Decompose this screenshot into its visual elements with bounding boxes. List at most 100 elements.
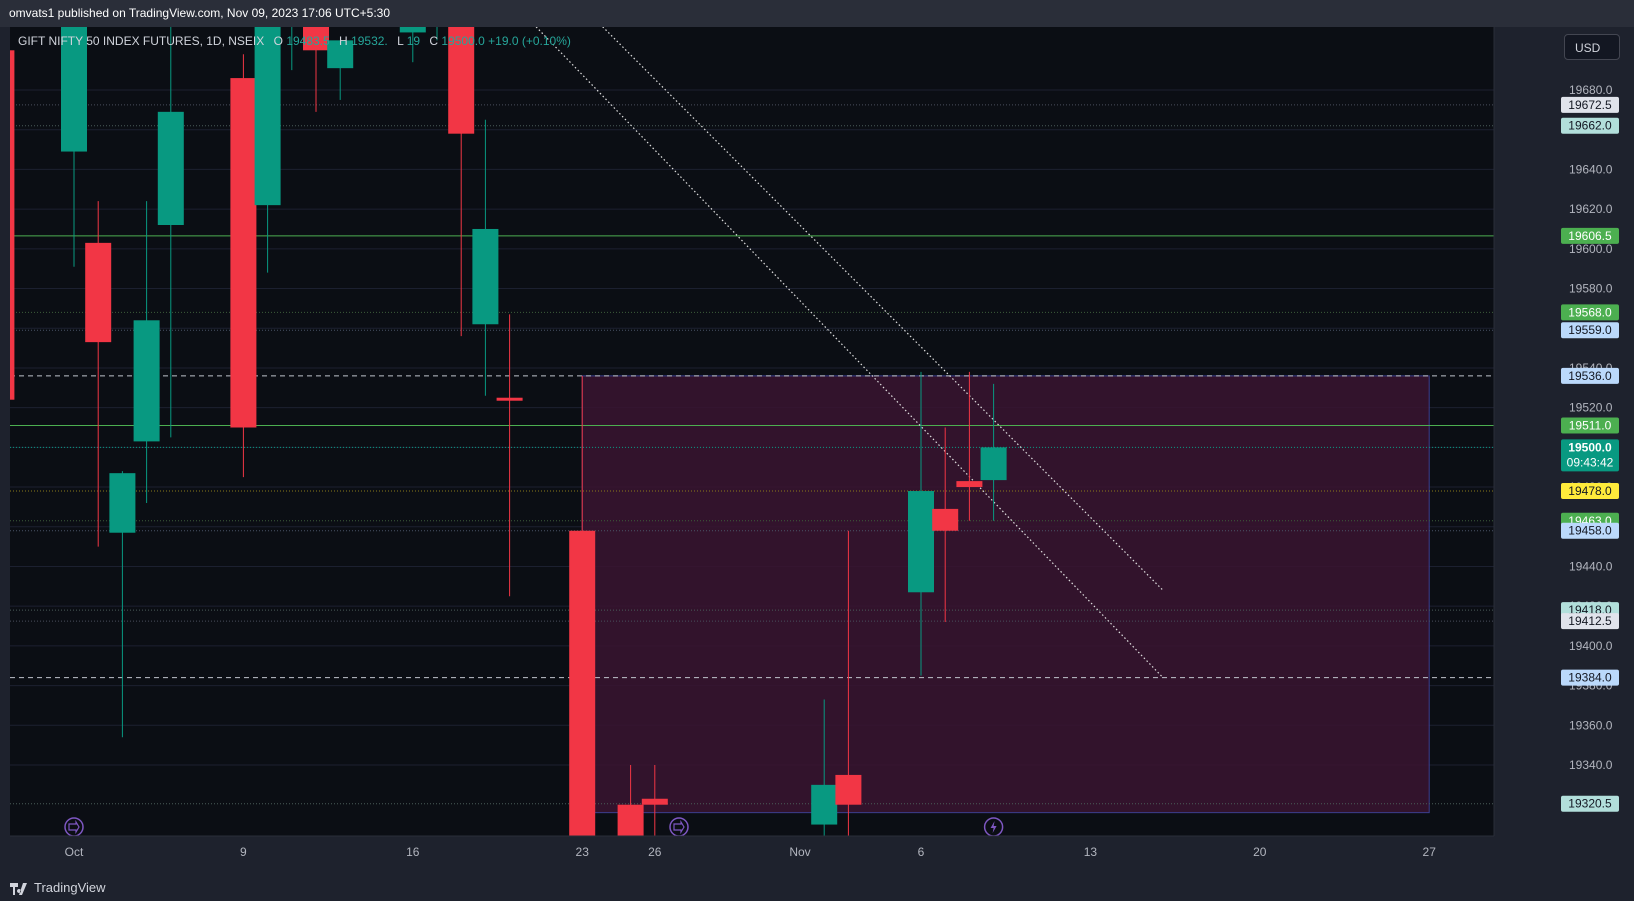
candle [956,371,983,521]
x-tick-label: 9 [240,845,247,859]
price-tag: 19320.5 [1561,795,1619,812]
candle-body [230,78,257,428]
candle [835,530,862,836]
price-tag: 19559.0 [1561,322,1619,339]
candle-body [908,491,934,593]
open-label: O [273,34,283,48]
candle-body [10,50,15,400]
price-tag-bg [1561,522,1619,539]
price-tag-label: 19559.0 [1568,323,1612,337]
open-value: 19483.5 [286,34,330,48]
price-tag: 19478.0 [1561,483,1619,500]
candle-body [641,798,668,805]
dividend-event-icon [669,817,689,836]
footer-brand[interactable]: TradingView [34,880,106,895]
low-value: 19 [406,34,421,48]
candle [291,27,293,71]
candle [303,27,329,112]
candle-body [448,27,475,134]
candle-body [327,40,354,69]
y-tick-label: 19580.0 [1569,282,1613,296]
x-tick-label: 20 [1253,845,1267,859]
tradingview-logo-icon[interactable] [10,875,30,901]
candle-body [496,397,523,401]
candle-body [980,447,1007,481]
highlight-zone [581,375,1430,814]
candle-body [61,27,87,152]
y-tick-label: 19520.0 [1569,401,1613,415]
x-tick-label: Oct [65,845,84,859]
price-tag: 19606.5 [1561,227,1619,244]
price-chart[interactable]: 19680.019660.019640.019620.019600.019580… [0,0,1634,875]
price-tag-bg [1561,669,1619,686]
candle [327,40,354,100]
plot-area [10,27,1494,836]
price-tag-bg [1561,417,1619,434]
trend-line [602,27,1164,591]
price-tag-bg [1561,227,1619,244]
x-tick-label: 16 [406,845,420,859]
candle [811,699,838,836]
x-tick-label: 26 [648,845,662,859]
price-tag-label: 19672.5 [1568,98,1612,112]
symbol-title[interactable]: GIFT NIFTY 50 INDEX FUTURES, 1D, NSEIX [18,34,265,48]
price-tag: 19511.0 [1561,417,1619,434]
y-tick-label: 19680.0 [1569,83,1613,97]
price-tag-label: 19320.5 [1568,797,1612,811]
candle-body [85,242,112,343]
price-tag-label: 19536.0 [1568,369,1612,383]
candle [436,27,438,41]
candle-body [932,508,959,531]
candle [61,27,87,267]
close-label: C [429,34,439,48]
candle [932,427,959,623]
candle-body [811,784,838,825]
price-tag-label: 19511.0 [1569,419,1612,433]
candle-body [254,27,281,206]
last-price-tag: 19500.009:43:42 [1561,439,1619,472]
close-value: 19500.0 [441,34,485,48]
candle-body [835,774,862,805]
currency-button[interactable]: USD [1564,34,1620,60]
candle [569,375,596,836]
candle [617,765,644,836]
y-tick-label: 19440.0 [1569,559,1613,573]
price-tag-bg [1561,367,1619,384]
price-tag: 19672.5 [1561,96,1619,113]
price-tag-bg [1561,795,1619,812]
y-tick-label: 19620.0 [1569,202,1613,216]
candle-body [157,111,184,225]
last-price-tag-bg [1561,439,1619,472]
candle-body [303,27,329,51]
y-tick-label: 19360.0 [1569,718,1613,732]
low-label: L [397,34,404,48]
price-tag-bg [1561,483,1619,500]
candle [10,50,15,400]
last-price-label: 19500.0 [1568,440,1612,454]
y-tick-label: 19600.0 [1569,242,1613,256]
candle [908,371,934,676]
price-tag-label: 19568.0 [1568,305,1612,319]
y-tick-label: 19340.0 [1569,758,1613,772]
candle-body [133,320,160,442]
candle-body [399,27,426,33]
candle-body [617,804,644,836]
publisher-header: omvats1 published on TradingView.com, No… [0,0,1634,27]
x-tick-label: 13 [1084,845,1098,859]
footer-bar: TradingView [0,875,1634,901]
price-tag: 19412.5 [1561,613,1619,630]
candle [472,119,499,396]
candle-body [956,481,983,488]
dividend-event-icon [64,817,84,836]
x-tick-label: 27 [1423,845,1437,859]
candle [230,54,257,478]
candle [448,27,475,337]
candle [496,314,523,597]
change-value: +19.0 (+0.10%) [488,34,571,48]
candle [157,27,184,438]
candle [980,383,1007,521]
candle [85,201,112,547]
price-tag-bg [1561,613,1619,630]
price-tag: 19568.0 [1561,304,1619,321]
price-tag: 19662.0 [1561,117,1619,134]
